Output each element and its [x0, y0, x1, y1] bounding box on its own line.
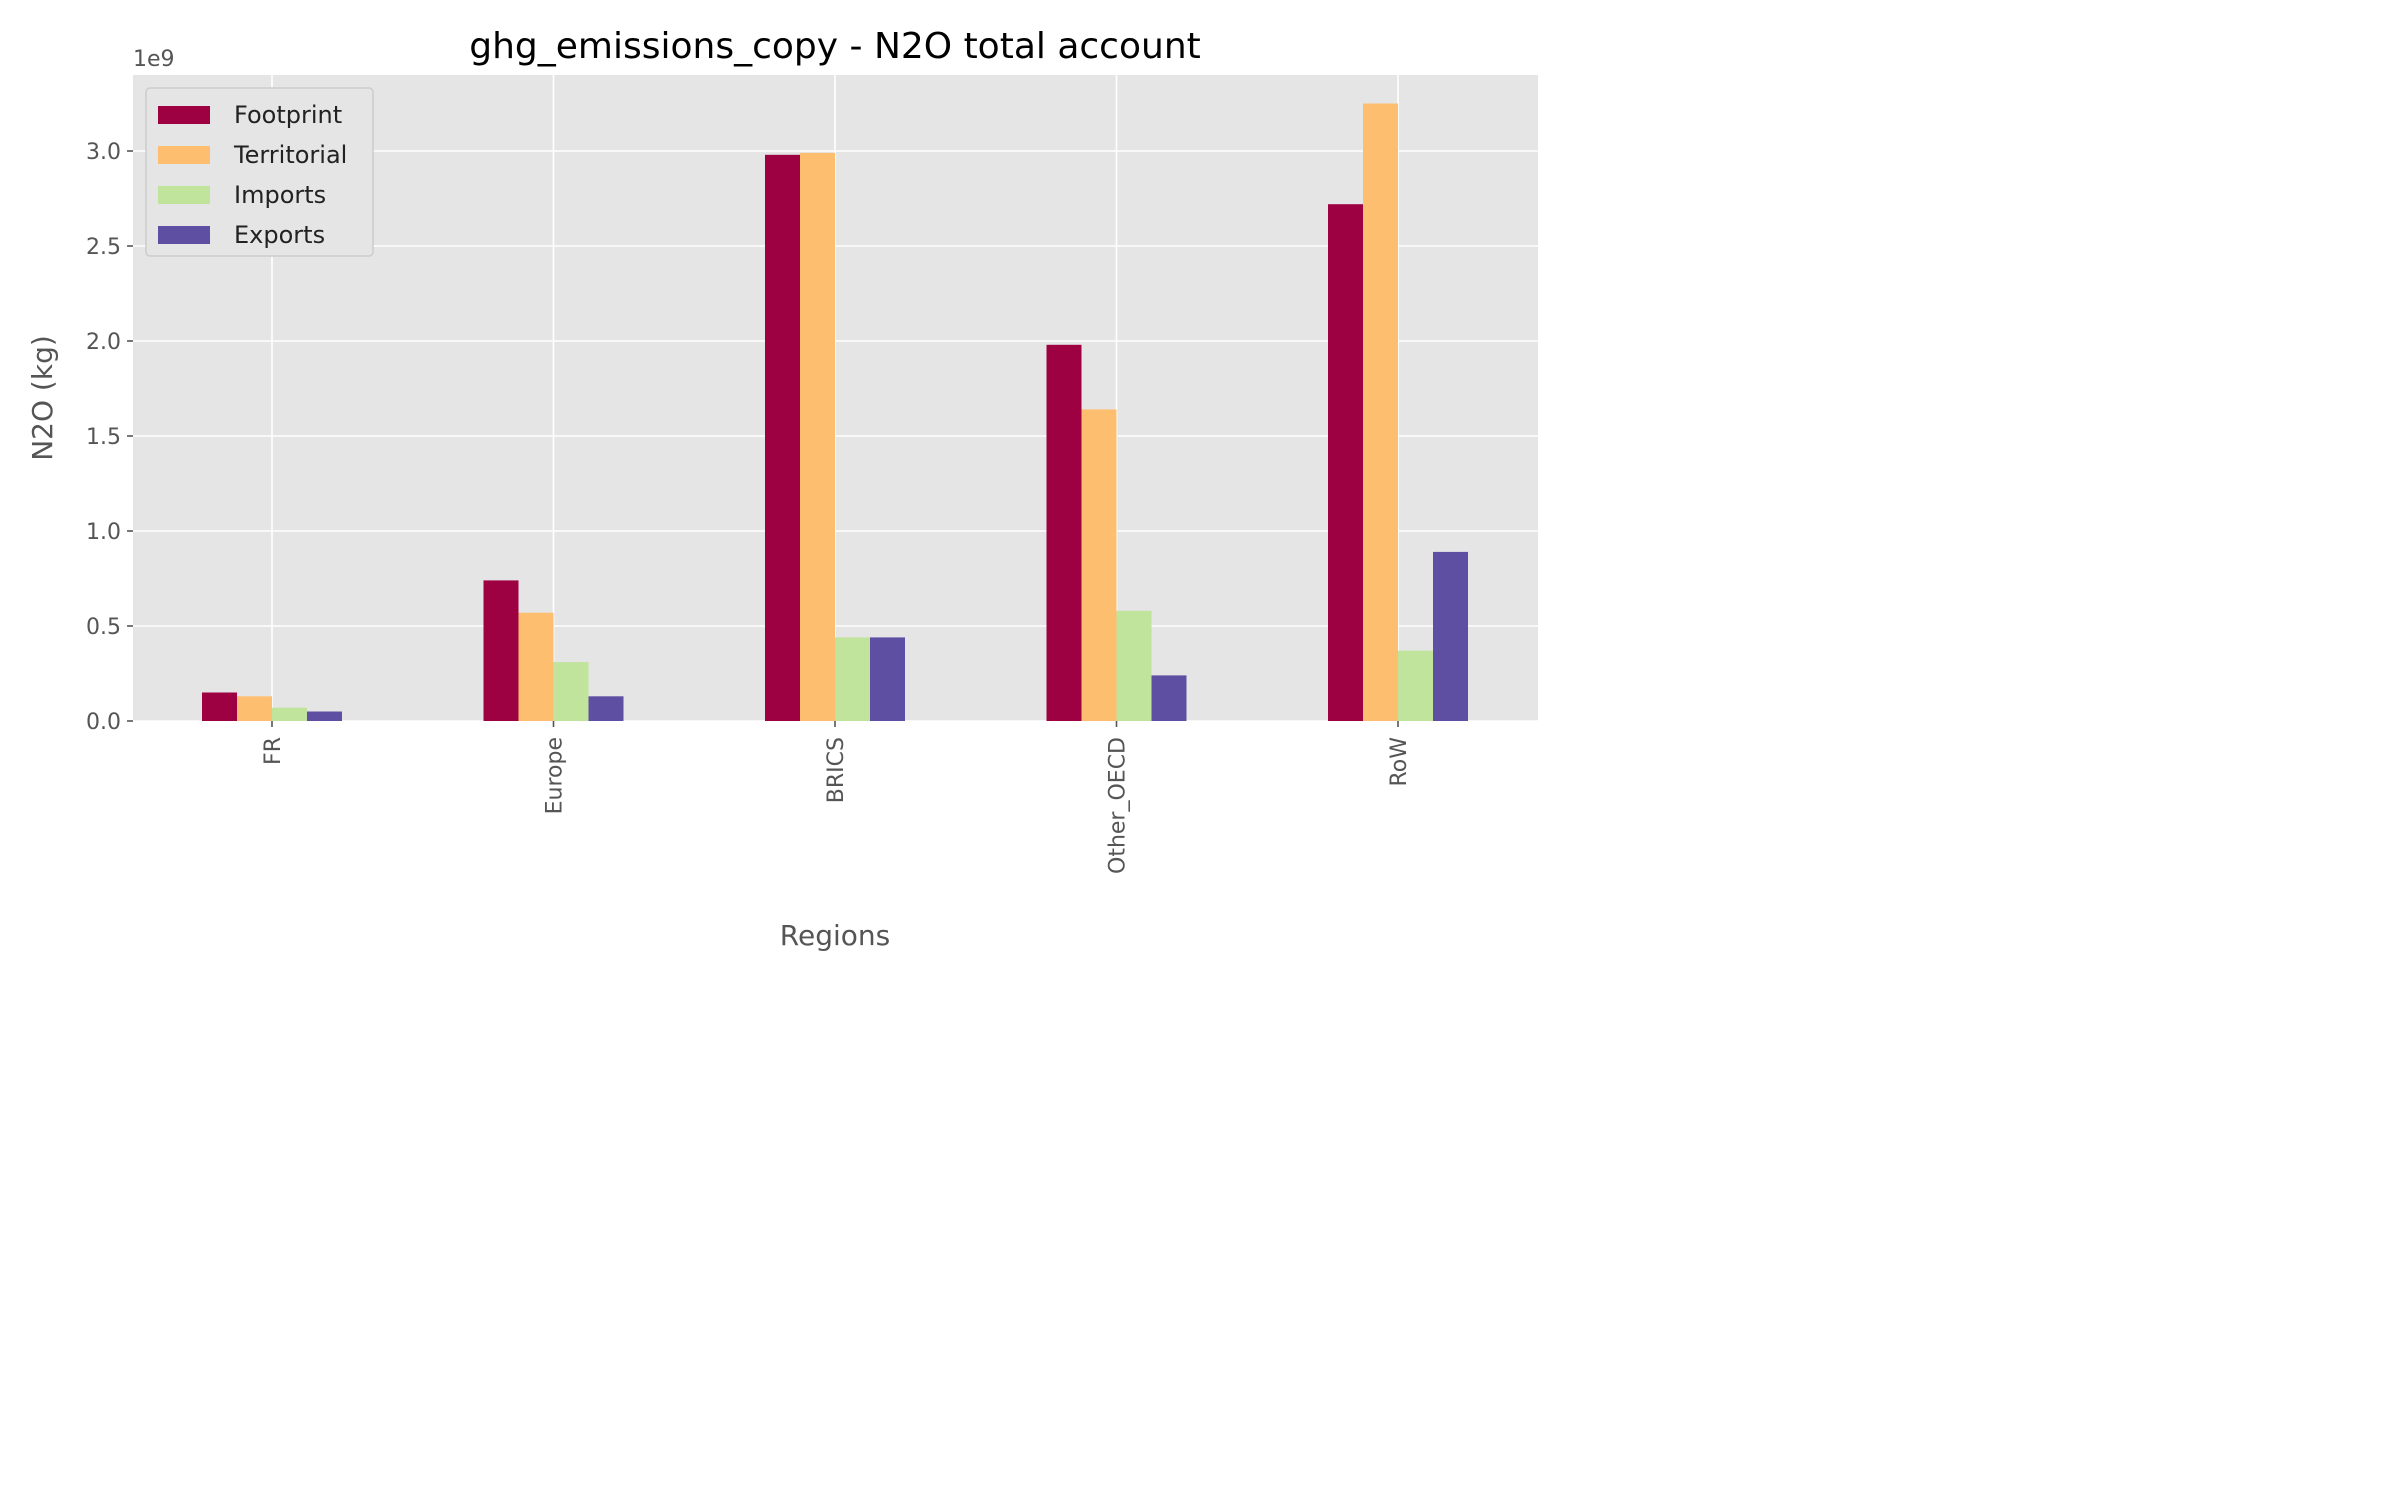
bar	[518, 612, 554, 721]
legend-label: Exports	[234, 221, 325, 249]
y-tick-label: 0.5	[86, 615, 121, 640]
y-tick-label: 2.0	[86, 330, 121, 355]
bar	[1363, 103, 1398, 721]
bar	[237, 696, 272, 721]
bar	[483, 580, 519, 721]
legend: Footprint Territorial Imports Exports	[145, 87, 374, 257]
y-tick-label: 1.0	[86, 520, 121, 545]
y-tick-label: 3.0	[86, 140, 121, 165]
y-tick-label: 1.5	[86, 425, 121, 450]
y-tick-label: 2.5	[86, 235, 121, 260]
legend-label: Imports	[234, 181, 326, 209]
bar	[765, 154, 800, 722]
y-axis-ticks: 0.0 0.5 1.0 1.5 2.0 2.5 3.0	[86, 140, 133, 735]
bar	[1116, 610, 1152, 721]
x-tick-label: Europe	[543, 737, 568, 814]
bar	[1046, 344, 1082, 721]
y-axis-offset-label: 1e9	[133, 47, 175, 72]
bar	[202, 692, 237, 721]
bar	[272, 707, 307, 721]
bar	[1081, 409, 1117, 721]
x-tick-label: Other_OECD	[1106, 737, 1131, 874]
x-tick-label: FR	[261, 737, 286, 765]
bar	[1433, 551, 1468, 721]
x-axis-ticks: FR Europe BRICS Other_OECD RoW	[261, 721, 1412, 874]
bar	[800, 152, 835, 721]
legend-label: Territorial	[233, 141, 347, 169]
bar	[1328, 204, 1363, 721]
legend-swatch	[158, 226, 210, 244]
bars	[202, 103, 1468, 722]
bar	[1151, 675, 1187, 721]
y-tick-label: 0.0	[86, 710, 121, 735]
bar	[870, 637, 905, 721]
bar	[835, 637, 870, 721]
legend-swatch	[158, 106, 210, 124]
bar	[553, 662, 589, 721]
legend-box	[145, 87, 374, 257]
legend-swatch	[158, 186, 210, 204]
chart: 0.0 0.5 1.0 1.5 2.0 2.5 3.0 FR Europe BRICS Other…	[26, 26, 1538, 952]
bar	[307, 711, 342, 721]
chart-title: ghg_emissions_copy - N2O total account	[469, 26, 1201, 67]
x-tick-label: BRICS	[824, 737, 849, 803]
legend-swatch	[158, 146, 210, 164]
y-axis-label: N2O (kg)	[26, 335, 59, 461]
bar	[1398, 650, 1433, 721]
x-tick-label: RoW	[1387, 737, 1412, 787]
x-axis-label: Regions	[780, 919, 890, 952]
bar	[588, 696, 624, 721]
legend-label: Footprint	[234, 101, 342, 129]
